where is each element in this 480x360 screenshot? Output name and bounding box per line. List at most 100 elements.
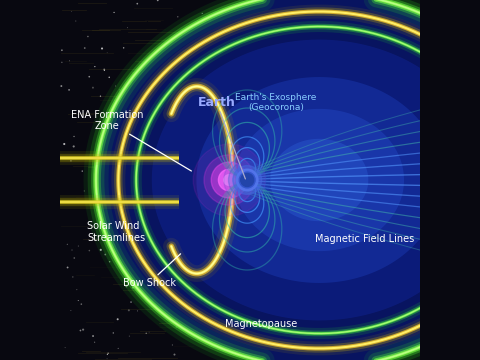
Point — [383, 269, 390, 275]
Point — [224, 282, 232, 288]
Point — [125, 333, 133, 339]
Point — [342, 48, 349, 53]
Point — [104, 352, 111, 357]
Point — [164, 257, 172, 263]
Point — [91, 64, 99, 69]
Point — [207, 253, 215, 259]
Point — [143, 108, 150, 114]
Point — [259, 137, 267, 143]
Point — [376, 14, 384, 19]
Point — [69, 274, 77, 280]
Point — [215, 208, 222, 213]
Point — [269, 81, 276, 86]
Point — [169, 242, 177, 248]
Point — [263, 252, 270, 257]
Point — [104, 350, 112, 356]
Point — [415, 215, 422, 220]
Point — [316, 334, 324, 340]
Point — [302, 215, 310, 220]
Point — [374, 22, 382, 27]
Point — [270, 335, 278, 341]
Point — [392, 235, 400, 241]
Point — [252, 278, 259, 284]
Point — [294, 118, 302, 124]
Point — [287, 248, 294, 254]
Point — [371, 126, 378, 132]
Point — [293, 134, 300, 140]
Point — [244, 79, 252, 85]
Point — [408, 256, 416, 261]
Point — [347, 59, 354, 65]
Point — [145, 244, 153, 249]
Point — [368, 316, 376, 322]
Point — [167, 269, 174, 274]
Point — [192, 196, 200, 202]
Point — [169, 72, 177, 78]
Point — [147, 152, 155, 158]
Point — [78, 168, 86, 174]
Point — [127, 299, 135, 305]
Point — [145, 329, 153, 335]
Point — [73, 287, 81, 292]
Point — [315, 216, 323, 222]
Point — [415, 96, 423, 102]
Point — [96, 93, 104, 99]
Point — [121, 156, 129, 162]
Point — [355, 280, 363, 286]
Point — [386, 80, 394, 85]
Point — [116, 87, 124, 93]
Point — [200, 161, 207, 166]
Point — [189, 40, 197, 46]
Point — [415, 153, 422, 158]
Point — [285, 264, 292, 270]
Point — [190, 51, 198, 57]
Point — [121, 206, 129, 211]
Point — [385, 331, 393, 337]
Point — [326, 224, 334, 230]
Polygon shape — [96, 0, 480, 360]
Point — [123, 261, 131, 266]
Point — [238, 131, 245, 136]
Point — [323, 297, 331, 302]
Point — [103, 211, 110, 217]
Point — [350, 150, 358, 156]
Point — [124, 25, 132, 31]
Point — [402, 348, 409, 354]
Point — [187, 147, 194, 153]
Polygon shape — [152, 40, 480, 320]
Point — [290, 28, 298, 33]
Point — [286, 36, 294, 41]
Point — [93, 236, 100, 242]
Point — [281, 275, 289, 281]
Point — [108, 169, 116, 175]
Point — [282, 217, 290, 222]
Point — [193, 68, 201, 73]
Point — [387, 91, 395, 97]
Point — [249, 131, 257, 136]
Point — [316, 221, 324, 227]
Point — [179, 202, 186, 208]
Point — [344, 128, 352, 134]
Point — [89, 333, 97, 339]
Point — [192, 206, 200, 211]
Point — [112, 83, 120, 89]
Point — [255, 154, 263, 160]
Point — [85, 74, 93, 80]
Point — [216, 48, 224, 53]
Point — [137, 176, 145, 182]
Point — [326, 194, 334, 199]
Point — [239, 26, 247, 32]
Point — [243, 220, 251, 226]
Point — [58, 83, 65, 89]
Point — [367, 291, 374, 297]
Point — [378, 244, 385, 249]
Point — [274, 63, 281, 69]
Point — [353, 345, 361, 350]
Point — [355, 59, 363, 64]
Point — [398, 286, 406, 292]
Point — [201, 57, 209, 62]
Point — [58, 59, 66, 65]
Point — [192, 113, 200, 119]
Point — [216, 196, 224, 202]
Point — [384, 85, 391, 91]
